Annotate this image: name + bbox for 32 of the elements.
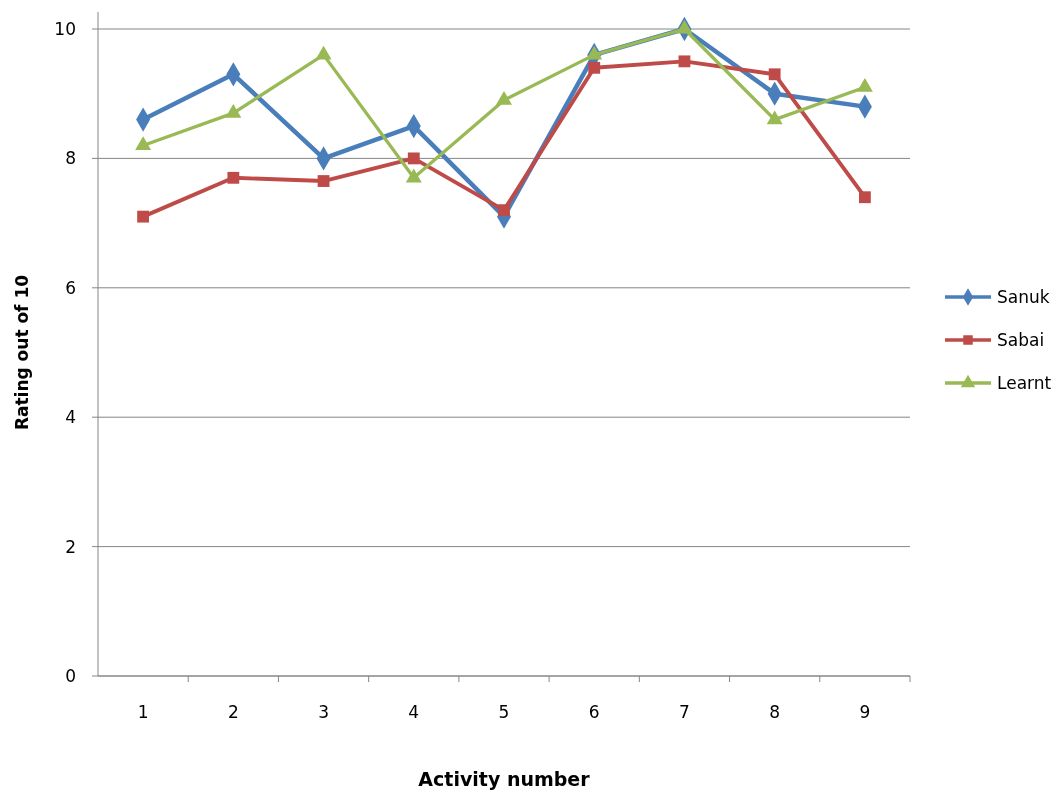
point (678, 55, 691, 68)
x-tick-label: 1 (137, 702, 149, 722)
y-tick-label: 8 (65, 148, 76, 169)
legend-label: Sabai (997, 329, 1045, 350)
x-tick-label: 5 (498, 702, 510, 722)
point (407, 152, 420, 165)
point (858, 191, 871, 204)
x-tick-label: 4 (408, 702, 420, 722)
x-tick-label: 2 (227, 702, 239, 722)
point (498, 204, 510, 217)
x-axis-title: Activity number (418, 768, 591, 790)
point (766, 110, 783, 125)
x-tick-label: 3 (318, 702, 329, 722)
y-tick-label: 10 (54, 18, 76, 39)
x-tick-label: 7 (679, 702, 690, 722)
legend-label: Sanuk (997, 286, 1050, 307)
point (317, 175, 330, 187)
point (227, 171, 240, 184)
point (137, 210, 150, 223)
y-tick-label: 2 (65, 536, 76, 557)
x-tick-label: 6 (588, 702, 600, 722)
point (135, 136, 152, 151)
point (856, 78, 873, 92)
point (768, 68, 781, 81)
x-tick-label: 9 (859, 702, 871, 722)
legend-label: Learnt (997, 372, 1052, 393)
point (588, 61, 601, 74)
y-tick-label: 4 (65, 407, 76, 428)
y-tick-label: 6 (65, 277, 76, 298)
y-axis-title: Rating out of 10 (12, 274, 32, 431)
y-tick-label: 0 (65, 665, 76, 686)
x-tick-label: 8 (769, 702, 781, 722)
